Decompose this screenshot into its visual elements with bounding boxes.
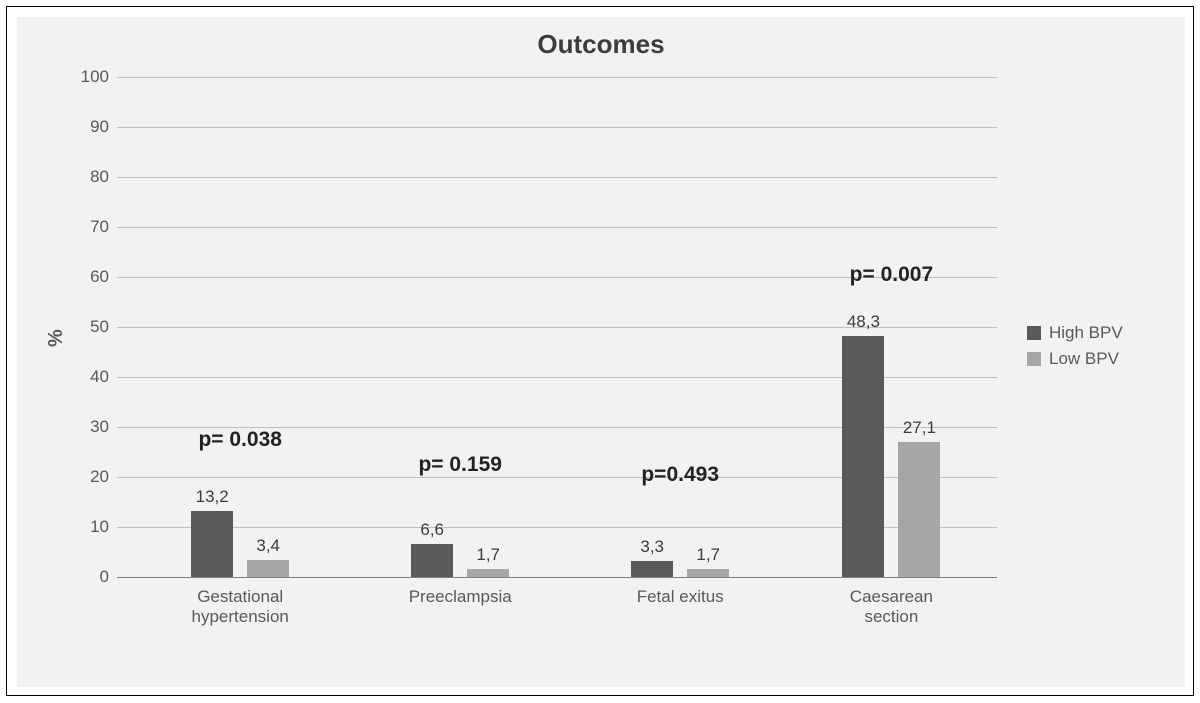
- x-tick-label: Gestational hypertension: [192, 587, 289, 628]
- bar-value-label: 6,6: [420, 520, 444, 540]
- y-tick-label: 40: [90, 367, 109, 387]
- y-tick-label: 80: [90, 167, 109, 187]
- gridline: [117, 77, 997, 78]
- y-tick-label: 30: [90, 417, 109, 437]
- y-tick-label: 70: [90, 217, 109, 237]
- legend-swatch: [1027, 352, 1041, 366]
- y-tick-label: 60: [90, 267, 109, 287]
- bar-value-label: 27,1: [903, 418, 936, 438]
- bar-high_bpv: [411, 544, 453, 577]
- bar-value-label: 3,3: [640, 537, 664, 557]
- legend-swatch: [1027, 326, 1041, 340]
- plot-area: 0102030405060708090100Gestational hypert…: [117, 77, 997, 577]
- x-axis-baseline: [117, 577, 997, 578]
- bar-low_bpv: [687, 569, 729, 578]
- x-tick-label: Preeclampsia: [409, 587, 512, 607]
- y-tick-label: 10: [90, 517, 109, 537]
- bar-high_bpv: [842, 336, 884, 578]
- bar-value-label: 13,2: [196, 487, 229, 507]
- bar-low_bpv: [247, 560, 289, 577]
- y-tick-label: 50: [90, 317, 109, 337]
- bar-value-label: 1,7: [476, 545, 500, 565]
- x-tick-label: Caesarean section: [839, 587, 945, 628]
- y-axis-label: %: [45, 329, 68, 347]
- bar-value-label: 1,7: [696, 545, 720, 565]
- bar-low_bpv: [898, 442, 940, 578]
- chart-outer-frame: Outcomes % 0102030405060708090100Gestati…: [6, 6, 1194, 696]
- y-tick-label: 90: [90, 117, 109, 137]
- legend-label: Low BPV: [1049, 349, 1119, 369]
- gridline: [117, 177, 997, 178]
- p-value-label: p=0.493: [641, 463, 719, 487]
- y-tick-label: 0: [100, 567, 109, 587]
- legend-item: Low BPV: [1027, 349, 1123, 369]
- bar-low_bpv: [467, 569, 509, 578]
- bar-high_bpv: [631, 561, 673, 578]
- bar-high_bpv: [191, 511, 233, 577]
- legend-item: High BPV: [1027, 323, 1123, 343]
- chart-title: Outcomes: [17, 29, 1185, 60]
- p-value-label: p= 0.159: [418, 453, 501, 477]
- bar-value-label: 48,3: [847, 312, 880, 332]
- x-tick-label: Fetal exitus: [637, 587, 724, 607]
- y-tick-label: 100: [81, 67, 109, 87]
- legend-label: High BPV: [1049, 323, 1123, 343]
- legend: High BPV Low BPV: [1027, 317, 1123, 375]
- p-value-label: p= 0.007: [850, 263, 933, 287]
- gridline: [117, 127, 997, 128]
- p-value-label: p= 0.038: [198, 428, 281, 452]
- gridline: [117, 227, 997, 228]
- y-tick-label: 20: [90, 467, 109, 487]
- bar-value-label: 3,4: [256, 536, 280, 556]
- chart-panel: Outcomes % 0102030405060708090100Gestati…: [17, 17, 1185, 687]
